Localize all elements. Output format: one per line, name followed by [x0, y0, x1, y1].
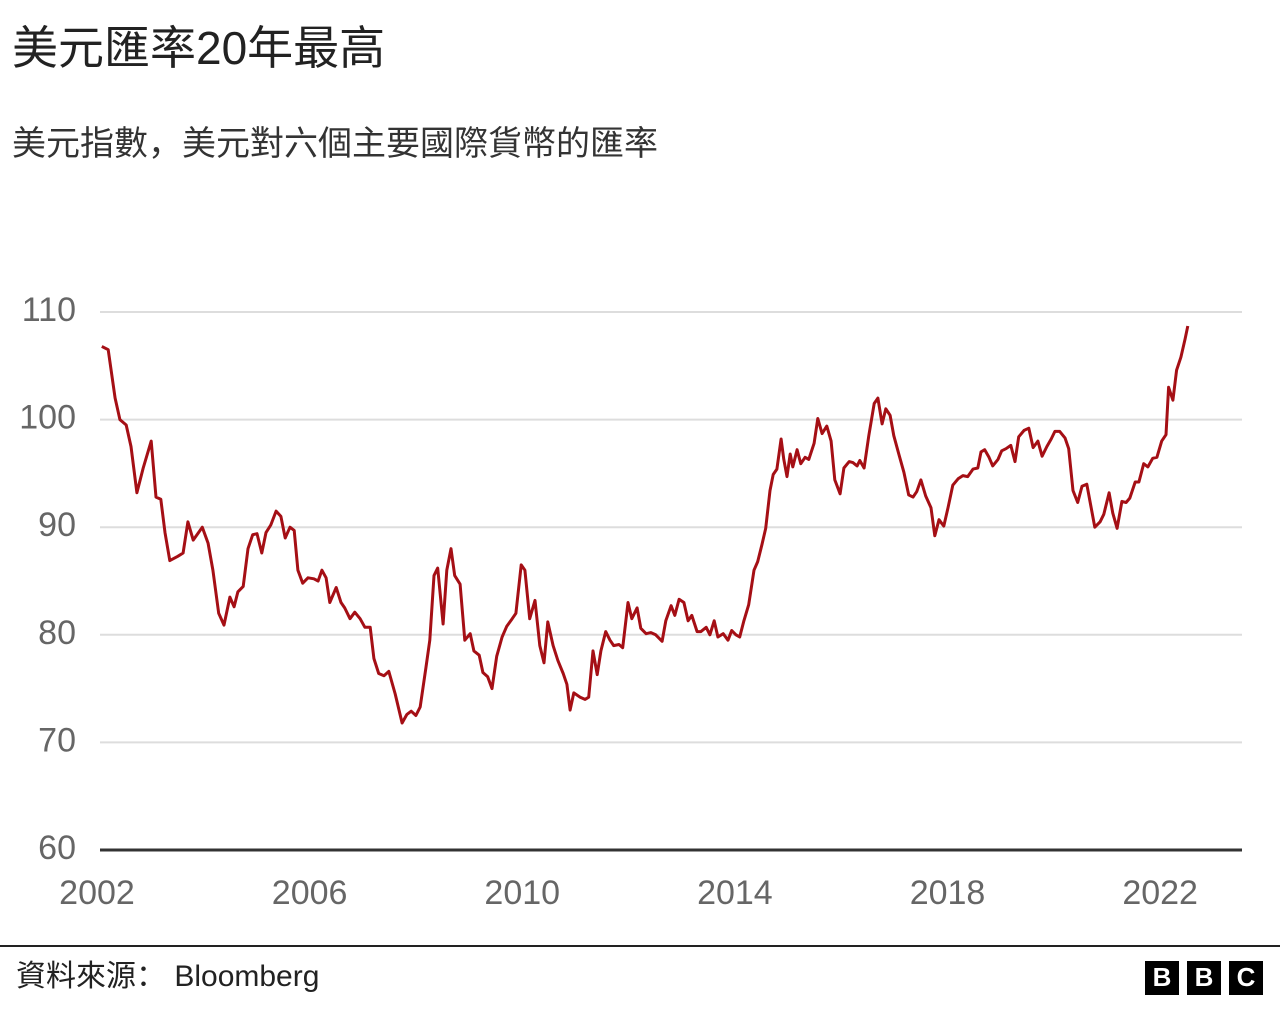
x-tick-label: 2014 [697, 874, 773, 912]
y-tick-label: 100 [19, 399, 76, 437]
line [101, 325, 1190, 725]
x-tick-label: 2018 [910, 874, 986, 912]
y-tick-label: 70 [38, 721, 76, 759]
logo-letter: B [1153, 962, 1172, 992]
x-tick-label: 2002 [59, 874, 135, 912]
chart-title: 美元匯率20年最高 [12, 22, 385, 74]
logo-letter: C [1237, 962, 1256, 992]
chart-subtitle: 美元指數，美元對六個主要國際貨幣的匯率 [12, 125, 658, 163]
logo-letter: B [1195, 962, 1214, 992]
y-tick-label: 80 [38, 614, 76, 652]
y-tick-label: 110 [22, 291, 76, 329]
x-tick-label: 2010 [484, 874, 560, 912]
x-tick-label: 2022 [1122, 874, 1198, 912]
y-tick-label: 60 [38, 829, 76, 867]
logo-block [1145, 961, 1179, 995]
logo-block [1229, 961, 1263, 995]
source: 資料來源： Bloomberg [16, 960, 319, 993]
x-tick-label: 2006 [272, 874, 348, 912]
logo-block [1187, 961, 1221, 995]
y-tick-label: 90 [38, 506, 76, 544]
